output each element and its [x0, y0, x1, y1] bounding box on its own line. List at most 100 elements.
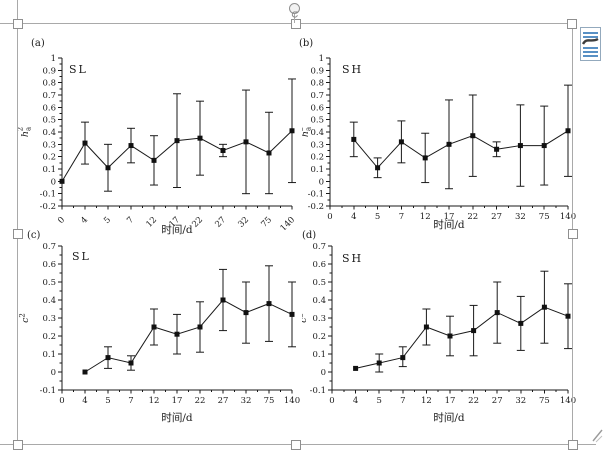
chart-svg-d: -0.100.10.20.30.40.50.60.70 4 5 7 12 17 22 27 32…: [297, 242, 577, 406]
svg-text:0: 0: [56, 215, 67, 226]
panel-label-c: (c): [27, 230, 41, 241]
svg-text:4: 4: [79, 215, 90, 226]
xaxis-title-d: 时间/d: [433, 412, 465, 424]
svg-text:7: 7: [125, 215, 136, 226]
svg-text:27: 27: [492, 396, 503, 406]
chart-svg-b: -0.2 -0.1 0 0.1 0.2 0.3 0.4 0.5 0.6 0.7 0.8 0.9 1 0 4 5…: [297, 54, 577, 222]
rotate-icon: [291, 11, 299, 18]
svg-text:4: 4: [353, 396, 358, 406]
svg-text:ha2: ha2: [18, 127, 33, 137]
resize-handle-top-left[interactable]: [13, 19, 23, 29]
svg-text:0.6: 0.6: [310, 103, 324, 113]
svg-text:-0.1: -0.1: [308, 190, 324, 200]
svg-text:0.7: 0.7: [42, 91, 56, 101]
svg-text:22: 22: [195, 396, 206, 406]
resize-handle-middle-left[interactable]: [13, 229, 23, 239]
xaxis-title-a: 时间/d: [161, 224, 193, 236]
svg-text:0.5: 0.5: [42, 116, 56, 126]
chart-panel-c: -0.1 0 0.1 0.2 0.3 0.4 0.5 0.6 0.7 0 4 5 7 12 17 22 27 32…: [18, 228, 302, 412]
svg-text:0.3: 0.3: [42, 314, 56, 324]
chart-panel-d: -0.1 0 0.1 0.2 0.3 0.4 0.5 0.6 0.7 0 4 5 7 12 17 22 27 32…: [297, 228, 578, 412]
svg-text:0: 0: [51, 177, 56, 187]
svg-text:0.8: 0.8: [42, 79, 56, 89]
svg-text:1: 1: [319, 54, 324, 64]
svg-text:0.2: 0.2: [312, 332, 326, 342]
resize-handle-bottom-center[interactable]: [291, 440, 301, 450]
corner-mark: [592, 429, 603, 443]
svg-text:0: 0: [329, 396, 334, 406]
svg-text:c2: c2: [302, 313, 309, 323]
svg-text:5: 5: [102, 215, 113, 226]
svg-text:0.2: 0.2: [42, 153, 56, 163]
group-label-c: SL: [72, 250, 91, 263]
svg-text:0.4: 0.4: [42, 128, 56, 138]
svg-text:-0.2: -0.2: [40, 202, 56, 212]
svg-text:0.6: 0.6: [42, 103, 56, 113]
svg-text:17: 17: [444, 212, 455, 222]
xaxis-title-c: 时间/d: [161, 412, 193, 424]
svg-text:75: 75: [264, 396, 275, 406]
svg-text:0.4: 0.4: [312, 296, 326, 306]
resize-handle-bottom-right[interactable]: [568, 440, 578, 450]
resize-handle-top-right[interactable]: [567, 19, 577, 29]
svg-text:0.3: 0.3: [310, 140, 324, 150]
svg-text:32: 32: [515, 212, 526, 222]
svg-text:-0.2: -0.2: [308, 202, 324, 212]
selection-border-left: [17, 0, 18, 445]
svg-text:0.3: 0.3: [42, 140, 56, 150]
svg-text:27: 27: [218, 396, 229, 406]
svg-text:75: 75: [539, 396, 550, 406]
resize-handle-top-center[interactable]: [291, 19, 301, 29]
chart-svg-c: -0.100.10.20.30.40.50.60.70 4 5 7 12 17 22 27 32…: [19, 242, 301, 406]
svg-text:17: 17: [172, 396, 183, 406]
group-label-d: SH: [342, 252, 364, 265]
svg-text:ha2: ha2: [302, 127, 313, 137]
svg-text:5: 5: [105, 396, 110, 406]
svg-text:0.4: 0.4: [310, 128, 324, 138]
svg-text:0: 0: [59, 396, 64, 406]
svg-text:0: 0: [327, 212, 332, 222]
chart-panel-a: -0.2 -0.1 0 0.1 0.2 0.3 0.4 0.5 0.6 0.7 0.8 0.9 1 0 4 5…: [17, 30, 302, 234]
svg-text:0.4: 0.4: [42, 296, 56, 306]
svg-text:0.8: 0.8: [310, 79, 324, 89]
resize-handle-middle-right[interactable]: [568, 229, 578, 239]
resize-handle-bottom-left[interactable]: [13, 440, 23, 450]
svg-text:0.7: 0.7: [42, 242, 56, 252]
svg-text:140: 140: [284, 396, 300, 406]
group-label-b: SH: [342, 63, 364, 76]
svg-text:0.5: 0.5: [310, 116, 324, 126]
svg-text:-0.1: -0.1: [40, 190, 56, 200]
svg-text:0: 0: [51, 368, 56, 378]
svg-text:0.2: 0.2: [310, 153, 324, 163]
svg-text:32: 32: [515, 396, 526, 406]
svg-text:5: 5: [375, 212, 380, 222]
rotation-handle[interactable]: [289, 3, 300, 18]
svg-text:0.7: 0.7: [312, 242, 326, 252]
svg-text:75: 75: [539, 212, 550, 222]
svg-text:0.6: 0.6: [312, 260, 326, 270]
svg-text:27: 27: [491, 212, 502, 222]
svg-text:4: 4: [82, 396, 87, 406]
svg-text:12: 12: [420, 212, 431, 222]
panel-label-b: (b): [299, 38, 314, 49]
svg-text:0.9: 0.9: [42, 66, 56, 76]
svg-text:140: 140: [560, 212, 576, 222]
svg-text:12: 12: [421, 396, 432, 406]
rotation-handle-stem: [294, 13, 295, 23]
panel-label-a: (a): [31, 38, 45, 49]
svg-text:7: 7: [128, 396, 133, 406]
chart-panel-b: -0.2 -0.1 0 0.1 0.2 0.3 0.4 0.5 0.6 0.7 0.8 0.9 1 0 4 5…: [297, 30, 578, 226]
layout-options-button[interactable]: [580, 27, 601, 61]
svg-text:0.7: 0.7: [310, 91, 324, 101]
layout-options-icon: [581, 32, 599, 57]
selection-border-top: [0, 23, 572, 24]
svg-text:c2: c2: [19, 313, 32, 323]
xaxis-title-b: 时间/d: [433, 219, 465, 231]
svg-text:0.6: 0.6: [42, 260, 56, 270]
svg-text:0.3: 0.3: [312, 314, 326, 324]
svg-text:0.1: 0.1: [310, 165, 324, 175]
svg-text:22: 22: [468, 396, 479, 406]
svg-text:0: 0: [319, 177, 324, 187]
svg-text:17: 17: [445, 396, 456, 406]
panel-label-d: (d): [302, 230, 317, 241]
